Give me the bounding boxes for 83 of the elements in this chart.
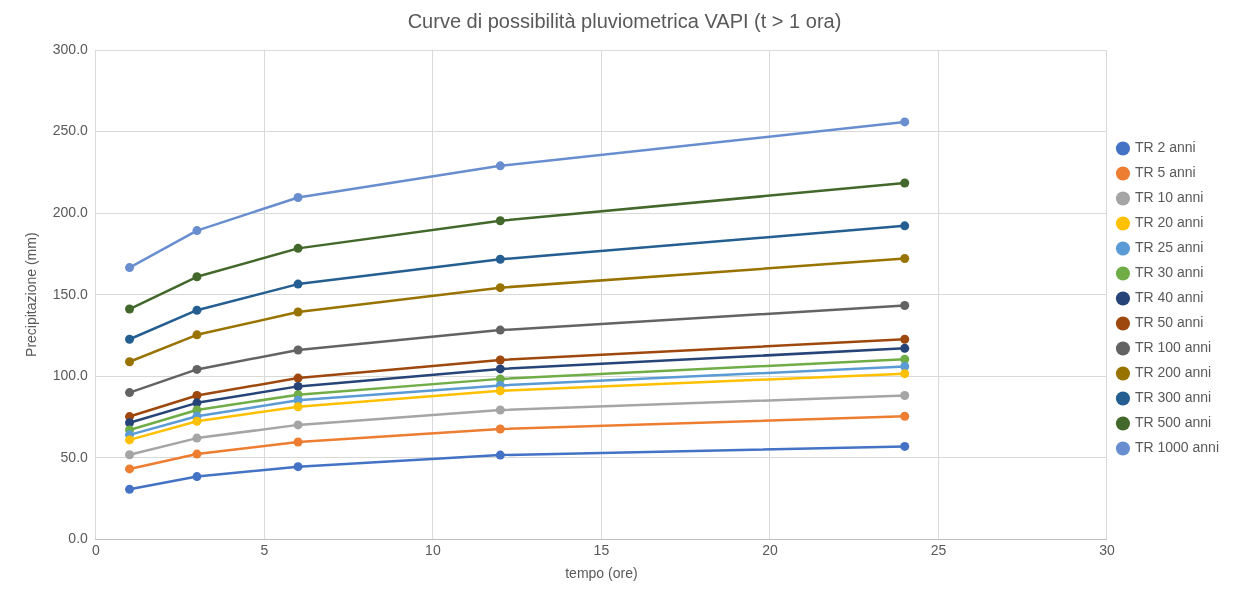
x-axis-title: tempo (ore) (565, 565, 638, 582)
point (125, 334, 135, 344)
legend-label: TR 500 anni (1134, 414, 1212, 431)
point (293, 373, 303, 383)
x-tick-label: 10 (425, 541, 441, 558)
point (293, 243, 303, 253)
x-tick-label: 30 (1099, 541, 1115, 558)
point (293, 192, 303, 202)
x-tick-label: 15 (593, 541, 610, 558)
point (495, 161, 505, 171)
point (495, 450, 505, 460)
point (900, 300, 910, 310)
point (293, 437, 303, 447)
point (900, 178, 910, 188)
point (125, 388, 135, 398)
point (495, 386, 505, 396)
legend-label: TR 25 anni (1134, 239, 1204, 256)
point (293, 345, 303, 355)
legend-label: TR 50 anni (1134, 314, 1204, 331)
point (192, 330, 202, 340)
point (900, 391, 910, 401)
y-tick-label: 250.0 (52, 122, 89, 139)
legend-label: TR 1000 anni (1134, 439, 1220, 456)
point (900, 441, 910, 451)
legend-label: TR 200 anni (1134, 364, 1212, 381)
point (495, 355, 505, 365)
point (125, 263, 135, 273)
point (125, 418, 135, 428)
point (495, 424, 505, 434)
point (192, 226, 202, 236)
point (495, 254, 505, 264)
legend-label: TR 30 anni (1134, 264, 1204, 281)
point (293, 279, 303, 289)
point (192, 272, 202, 282)
point (125, 304, 135, 314)
point (495, 216, 505, 226)
legend-label: TR 20 anni (1134, 214, 1204, 231)
point (495, 325, 505, 335)
x-tick-label: 25 (930, 541, 947, 558)
point (125, 435, 135, 445)
point (495, 405, 505, 415)
point (293, 462, 303, 472)
point (125, 450, 135, 460)
point (293, 381, 303, 391)
x-tick-label: 0 (91, 541, 100, 558)
legend-label: TR 10 anni (1134, 189, 1204, 206)
point (900, 369, 910, 379)
y-tick-label: 0.0 (68, 530, 89, 547)
x-tick-label: 20 (762, 541, 778, 558)
legend-label: TR 100 anni (1134, 339, 1212, 356)
point (192, 364, 202, 374)
point (192, 305, 202, 315)
point (900, 117, 910, 127)
point (495, 364, 505, 374)
x-tick-label: 5 (260, 541, 269, 558)
point (495, 283, 505, 293)
point (192, 449, 202, 459)
point (900, 361, 910, 371)
point (192, 433, 202, 443)
point (293, 402, 303, 412)
point (125, 357, 135, 367)
legend-label: TR 300 anni (1134, 389, 1212, 406)
point (125, 464, 135, 474)
legend-label: TR 40 anni (1134, 289, 1204, 306)
legend-label: TR 5 anni (1134, 164, 1196, 181)
point (900, 253, 910, 263)
point (293, 307, 303, 317)
y-tick-label: 50.0 (60, 448, 89, 465)
legend-label: TR 2 anni (1134, 139, 1196, 156)
y-tick-label: 150.0 (52, 285, 89, 302)
point (293, 420, 303, 430)
point (192, 416, 202, 426)
y-tick-label: 100.0 (52, 367, 89, 384)
point (900, 411, 910, 421)
point (900, 343, 910, 353)
y-tick-label: 200.0 (52, 203, 89, 220)
y-axis-title: Precipitazione (mm) (23, 232, 40, 357)
chart-title: Curve di possibilità pluviometrica VAPI (t > 1 ora) (407, 9, 842, 32)
point (192, 472, 202, 482)
point (125, 484, 135, 494)
y-tick-label: 300.0 (52, 40, 89, 57)
point (900, 221, 910, 231)
point (900, 334, 910, 344)
